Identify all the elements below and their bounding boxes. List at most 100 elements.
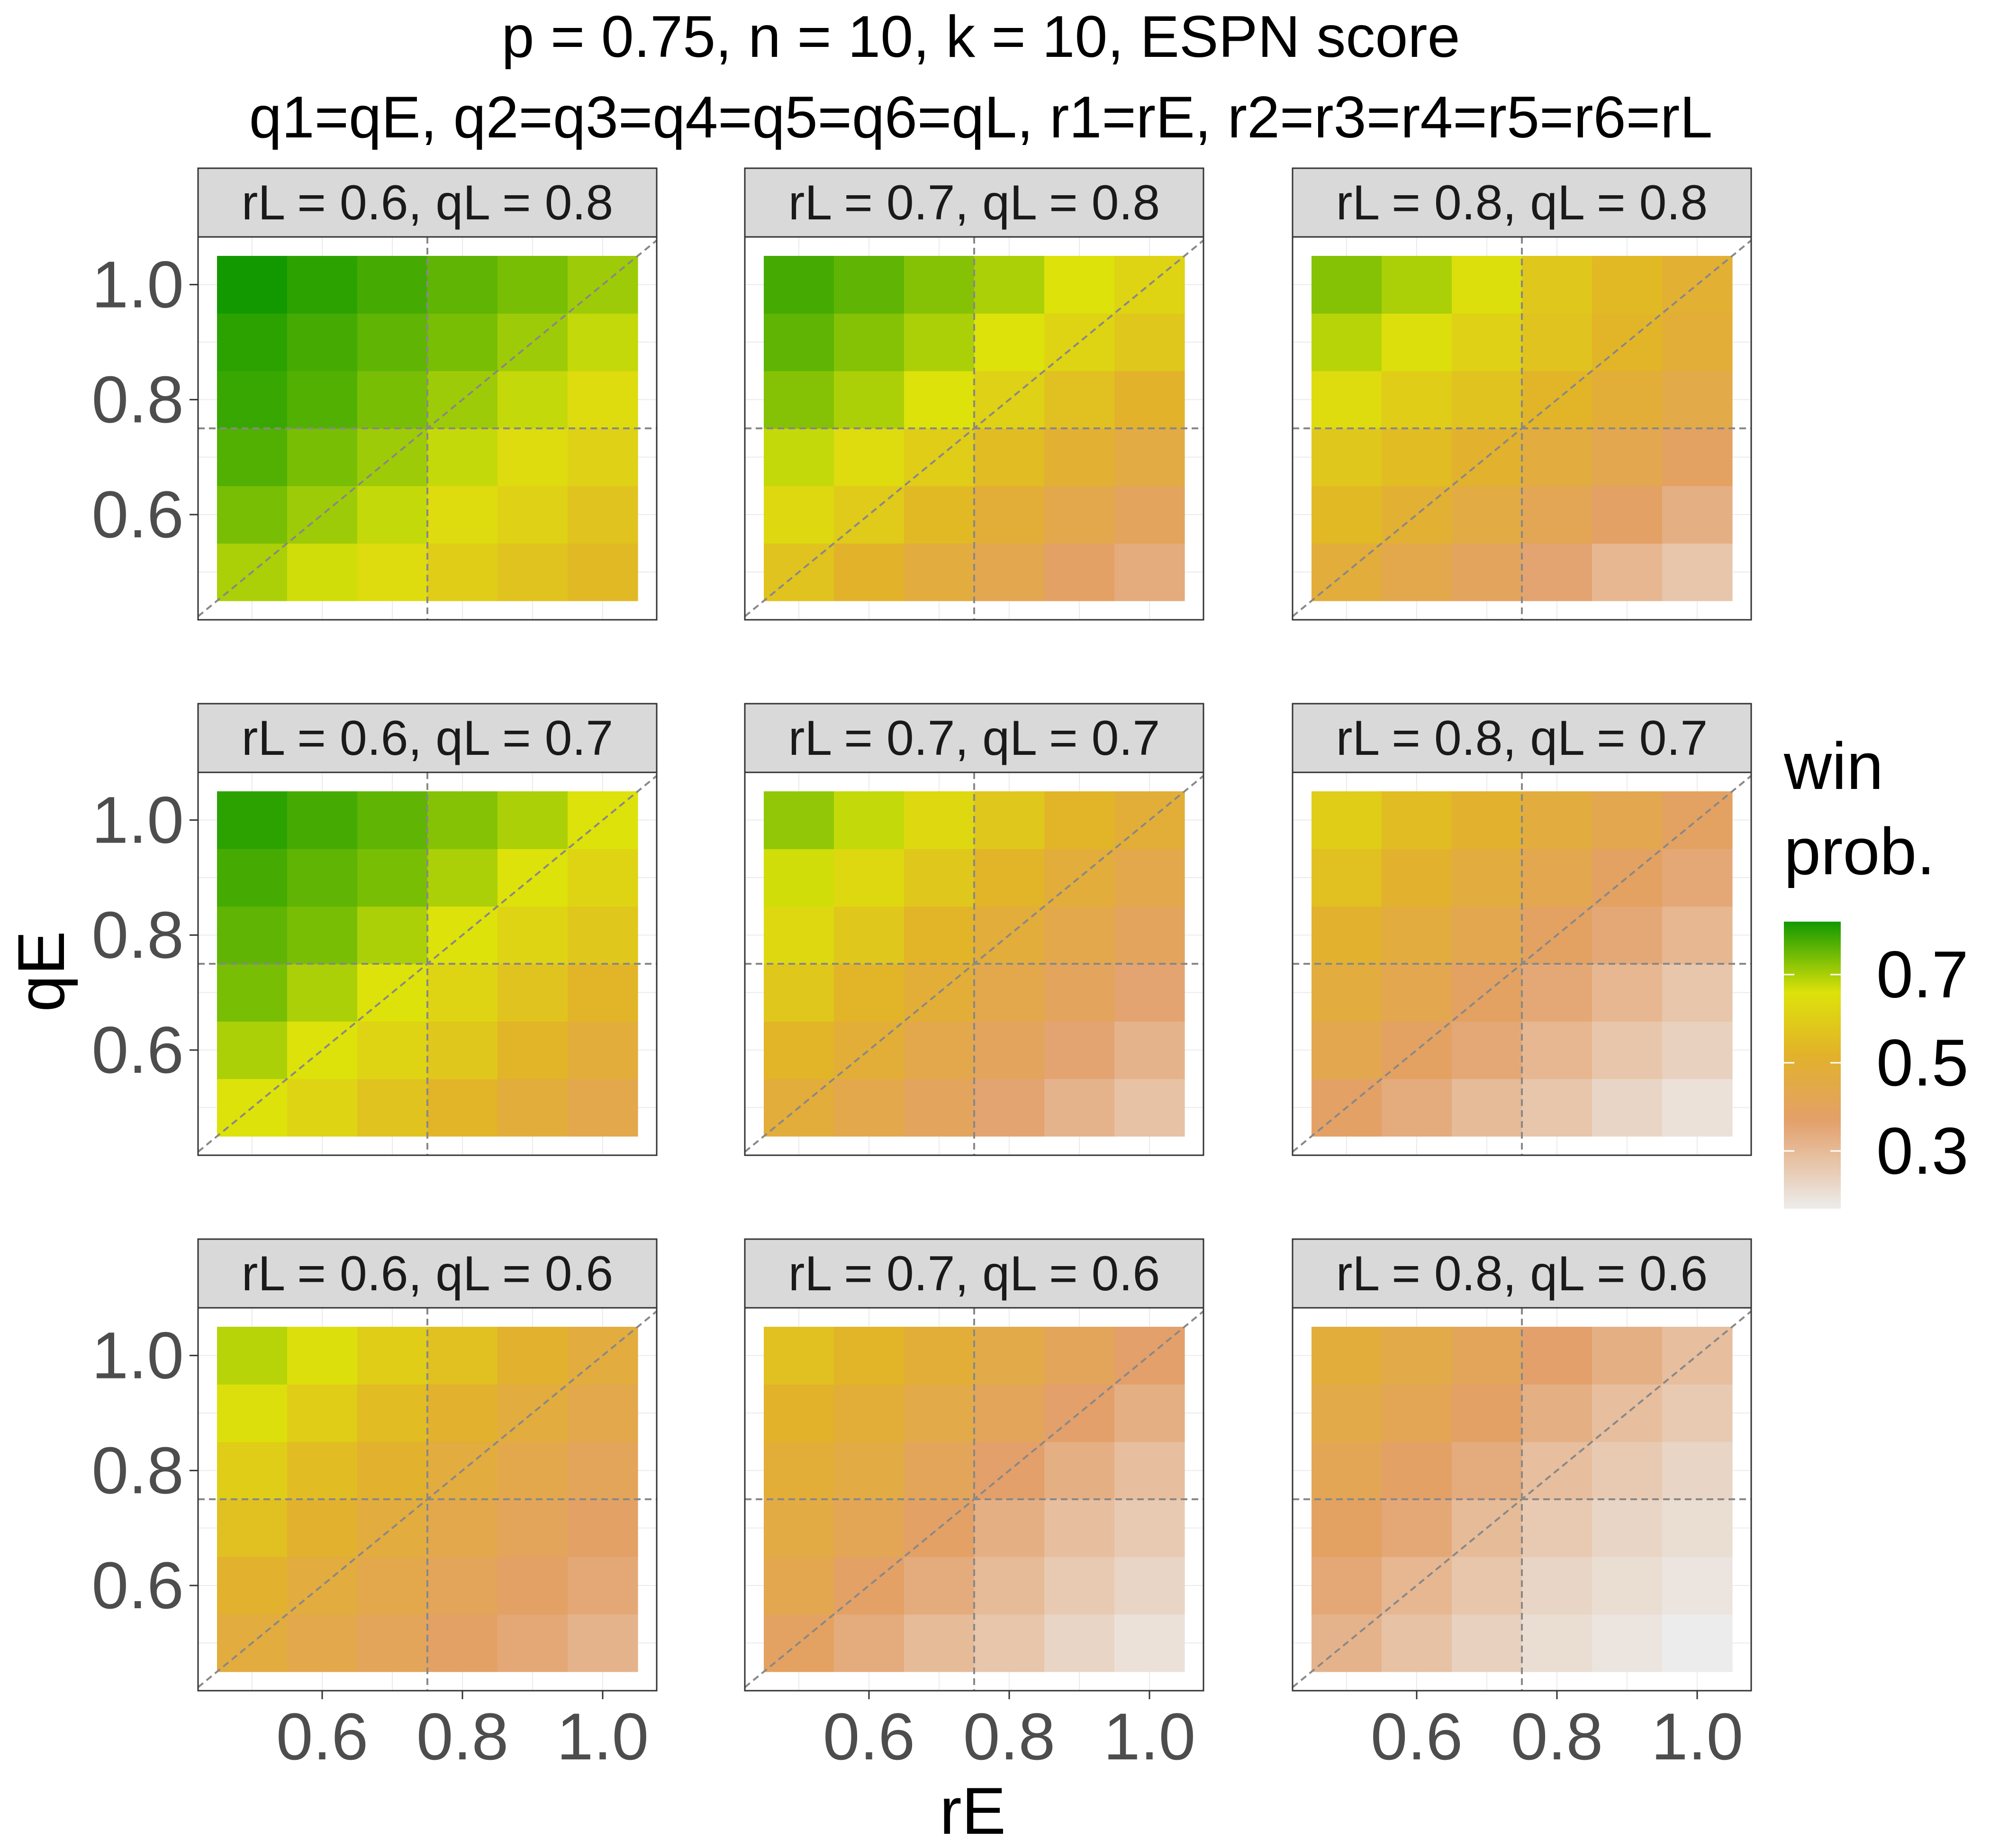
colorbar-segment: [1784, 974, 1841, 977]
colorbar-segment: [1784, 1084, 1841, 1087]
facet-label: rL = 0.7, qL = 0.6: [788, 1246, 1160, 1301]
facet-grid: rL = 0.6, qL = 0.80.60.81.0 rL = 0.7, qL …: [91, 167, 1752, 1774]
heatmap-cell: [357, 486, 428, 544]
heatmap-cell: [427, 791, 498, 849]
colorbar-segment: [1784, 1029, 1841, 1032]
heatmap-cell: [1662, 1614, 1733, 1672]
heatmap-cell: [834, 428, 905, 486]
reference-diagonal: [744, 239, 1204, 617]
colorbar-segment: [1784, 1005, 1841, 1008]
facet-panel: rL = 0.6, qL = 0.8 0.6 0.8 1.0: [91, 167, 658, 621]
heatmap-cell: [287, 1499, 358, 1557]
heatmap-cell: [1114, 1021, 1185, 1079]
heatmap-cell: [1114, 1499, 1185, 1557]
heatmap-cell: [904, 1327, 975, 1385]
heatmap-cell: [904, 791, 975, 849]
heatmap-cell: [357, 256, 428, 314]
heatmap-cell: [1044, 849, 1115, 907]
heatmap-cell: [1114, 313, 1185, 371]
facet-strip: [1292, 167, 1752, 238]
heatmap-cell: [568, 849, 638, 907]
y-tick-label: 0.6: [91, 1013, 184, 1087]
colorbar-segment: [1784, 1165, 1841, 1169]
heatmap-cell: [834, 906, 905, 964]
heatmap-cell: [1452, 1557, 1522, 1615]
heatmap-cell: [1522, 543, 1592, 601]
heatmap-cell: [1044, 1384, 1115, 1442]
heatmap-cell: [1522, 428, 1592, 486]
colorbar-segment: [1784, 986, 1841, 989]
heatmap-cell: [1592, 1021, 1663, 1079]
heatmap-cell: [1312, 1499, 1382, 1557]
panel-border: [744, 236, 1204, 621]
colorbar-segment: [1784, 1086, 1841, 1089]
heatmap-cell: [1592, 1441, 1663, 1500]
heatmap-cell: [1522, 791, 1592, 849]
reference-diagonal: [1292, 775, 1752, 1153]
heatmap-cell: [1044, 486, 1115, 544]
heatmap-cell: [1382, 1021, 1452, 1079]
heatmap-cell: [568, 906, 638, 964]
heatmap-cell: [1452, 256, 1522, 314]
reference-diagonal: [1292, 239, 1752, 617]
facet-strip: [744, 1238, 1204, 1309]
colorbar-segment: [1784, 1062, 1841, 1066]
heatmap-cell: [287, 1021, 358, 1079]
heatmap-cell: [217, 313, 288, 371]
heatmap-cell: [1662, 371, 1733, 429]
heatmap-cell: [1114, 906, 1185, 964]
heatmap-cell: [974, 543, 1045, 601]
heatmap-cell: [834, 1557, 905, 1615]
colorbar-segment: [1784, 1043, 1841, 1046]
panel-border: [744, 771, 1204, 1156]
heatmap-cell: [1382, 371, 1452, 429]
colorbar-segment: [1784, 1010, 1841, 1013]
heatmap-cell: [1592, 543, 1663, 601]
heatmap-cell: [498, 1557, 568, 1615]
panel-border: [1292, 771, 1752, 1156]
heatmap-cell: [974, 1614, 1045, 1672]
colorbar-segment: [1784, 1033, 1841, 1037]
colorbar-segment: [1784, 929, 1841, 932]
x-tick-label: 0.6: [276, 1699, 369, 1774]
colorbar-segment: [1784, 1194, 1841, 1197]
heatmap-cell: [1592, 371, 1663, 429]
heatmap-cell: [834, 543, 905, 601]
heatmap-cell: [974, 1499, 1045, 1557]
colorbar-segment: [1784, 1156, 1841, 1159]
colorbar-segment: [1784, 1179, 1841, 1183]
colorbar-segment: [1784, 1120, 1841, 1123]
colorbar-segment: [1784, 976, 1841, 979]
heatmap-cell: [834, 791, 905, 849]
heatmap-cell: [498, 428, 568, 486]
colorbar-segment: [1784, 1003, 1841, 1006]
heatmap-cell: [904, 1078, 975, 1137]
heatmap-cell: [974, 1021, 1045, 1079]
facet-label: rL = 0.7, qL = 0.8: [788, 175, 1160, 230]
heatmap-cell: [498, 1078, 568, 1137]
x-tick-label: 0.6: [1371, 1699, 1463, 1774]
colorbar-segment: [1784, 1108, 1841, 1111]
colorbar-segment: [1784, 1039, 1841, 1042]
heatmap-cell: [1592, 906, 1663, 964]
colorbar-segment: [1784, 1172, 1841, 1176]
colorbar-segment: [1784, 1143, 1841, 1147]
colorbar-segment: [1784, 1069, 1841, 1073]
heatmap-cell: [974, 486, 1045, 544]
heatmap-cell: [834, 1441, 905, 1500]
chart-title-line2: q1=qE, q2=q3=q4=q5=q6=qL, r1=rE, r2=r3=r…: [249, 85, 1713, 150]
heatmap-cell: [1044, 428, 1115, 486]
heatmap-cell: [764, 1499, 834, 1557]
colorbar-segment: [1784, 933, 1841, 937]
heatmap-cell: [1382, 791, 1452, 849]
colorbar-segment: [1784, 1148, 1841, 1151]
facet-strip: [744, 703, 1204, 773]
heatmap-cell: [1114, 486, 1185, 544]
heatmap-cell: [427, 1078, 498, 1137]
heatmap-cell: [498, 1327, 568, 1385]
reference-diagonal: [1292, 1310, 1752, 1688]
heatmap-cell: [357, 1021, 428, 1079]
colorbar-segment: [1784, 996, 1841, 999]
heatmap-cell: [1312, 849, 1382, 907]
